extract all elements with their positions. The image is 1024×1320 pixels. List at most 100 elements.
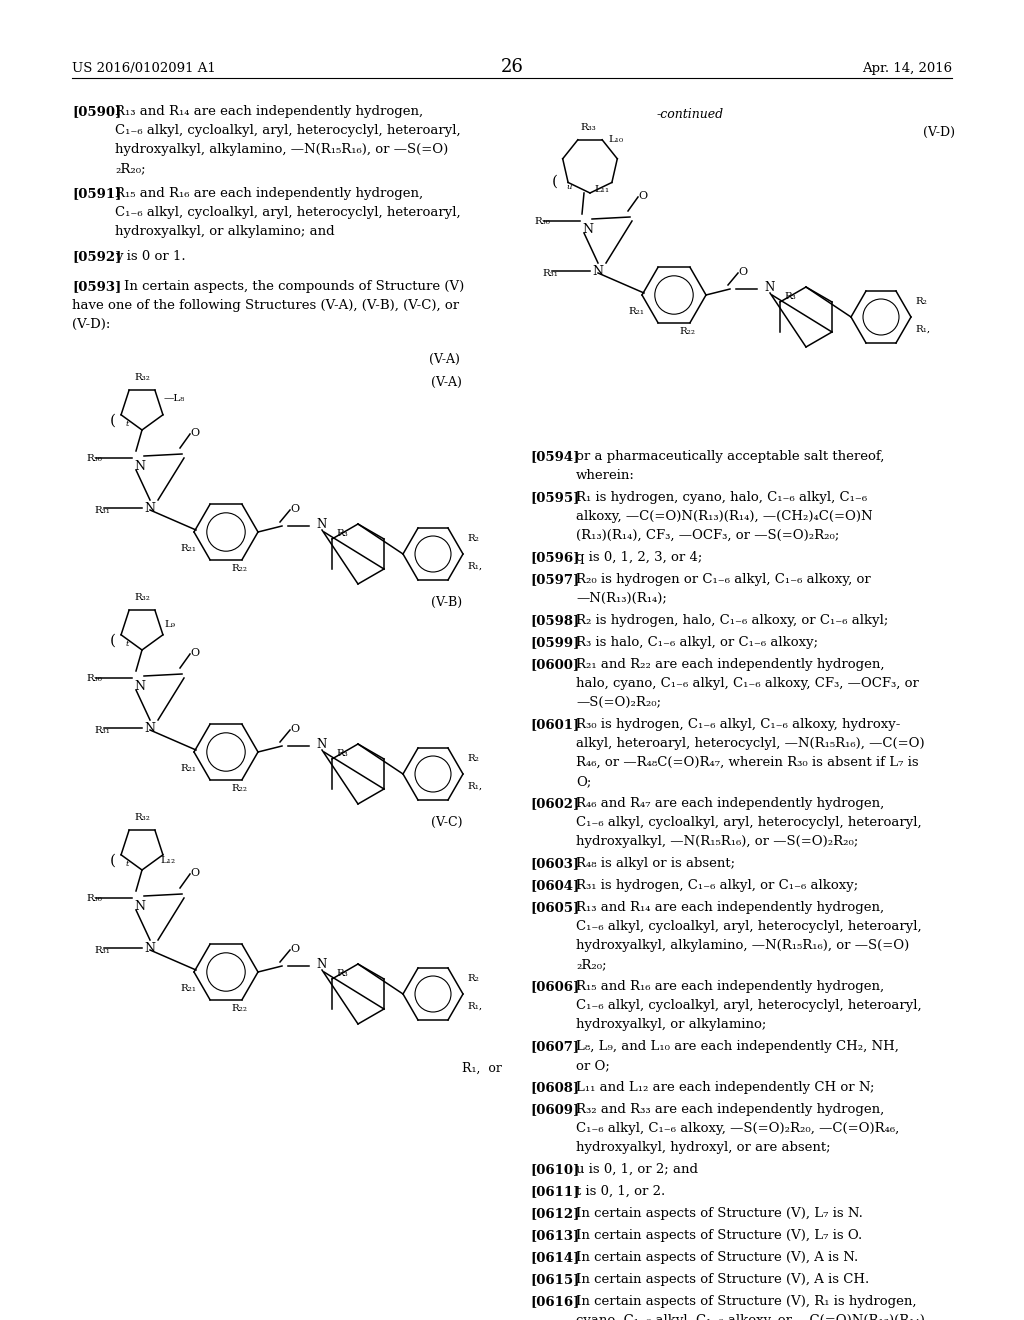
Text: R₁ is hydrogen, cyano, halo, C₁₋₆ alkyl, C₁₋₆: R₁ is hydrogen, cyano, halo, C₁₋₆ alkyl,… — [575, 491, 867, 504]
Text: or O;: or O; — [575, 1059, 610, 1072]
Text: C₁₋₆ alkyl, cycloalkyl, aryl, heterocyclyl, heteroaryl,: C₁₋₆ alkyl, cycloalkyl, aryl, heterocycl… — [575, 816, 922, 829]
Text: [0592]: [0592] — [72, 249, 122, 263]
Text: t: t — [126, 420, 129, 428]
Text: R₃₂: R₃₂ — [134, 374, 150, 381]
Text: R₁,  or: R₁, or — [462, 1063, 502, 1074]
Text: R₃₂: R₃₂ — [134, 813, 150, 822]
Text: u is 0, 1, or 2; and: u is 0, 1, or 2; and — [575, 1163, 698, 1176]
Text: —N(R₁₃)(R₁₄);: —N(R₁₃)(R₁₄); — [575, 591, 667, 605]
Text: R₃ is halo, C₁₋₆ alkyl, or C₁₋₆ alkoxy;: R₃ is halo, C₁₋₆ alkyl, or C₁₋₆ alkoxy; — [575, 636, 818, 649]
Text: R₂₁: R₂₁ — [628, 308, 644, 315]
Text: R₂₂: R₂₂ — [231, 564, 247, 573]
Text: u: u — [566, 183, 571, 191]
Text: C₁₋₆ alkyl, cycloalkyl, aryl, heterocyclyl, heteroaryl,: C₁₋₆ alkyl, cycloalkyl, aryl, heterocycl… — [575, 920, 922, 933]
Text: —S(=O)₂R₂₀;: —S(=O)₂R₂₀; — [575, 696, 662, 709]
Text: [0590]: [0590] — [72, 106, 121, 117]
Text: [0610]: [0610] — [530, 1163, 580, 1176]
Text: hydroxyalkyl, hydroxyl, or are absent;: hydroxyalkyl, hydroxyl, or are absent; — [575, 1140, 830, 1154]
Text: (: ( — [552, 176, 558, 189]
Text: t: t — [126, 640, 129, 648]
Text: (V-A): (V-A) — [431, 376, 462, 389]
Text: [0600]: [0600] — [530, 657, 580, 671]
Text: [0595]: [0595] — [530, 491, 580, 504]
Text: R₂₂: R₂₂ — [231, 784, 247, 793]
Text: have one of the following Structures (V-A), (V-B), (V-C), or: have one of the following Structures (V-… — [72, 300, 459, 312]
Text: [0611]: [0611] — [530, 1185, 580, 1199]
Text: O: O — [290, 723, 299, 734]
Text: [0602]: [0602] — [530, 797, 580, 810]
Text: R₁₅ and R₁₆ are each independently hydrogen,: R₁₅ and R₁₆ are each independently hydro… — [575, 979, 884, 993]
Text: R₃₂ and R₃₃ are each independently hydrogen,: R₃₂ and R₃₃ are each independently hydro… — [575, 1104, 885, 1115]
Text: -continued: -continued — [656, 108, 724, 121]
Text: R₂₀ is hydrogen or C₁₋₆ alkyl, C₁₋₆ alkoxy, or: R₂₀ is hydrogen or C₁₋₆ alkyl, C₁₋₆ alko… — [575, 573, 870, 586]
Text: R₃₀ is hydrogen, C₁₋₆ alkyl, C₁₋₆ alkoxy, hydroxy-: R₃₀ is hydrogen, C₁₋₆ alkyl, C₁₋₆ alkoxy… — [575, 718, 900, 731]
Text: R₃₀: R₃₀ — [86, 675, 101, 682]
Text: [0599]: [0599] — [530, 636, 580, 649]
Text: R₂ is hydrogen, halo, C₁₋₆ alkoxy, or C₁₋₆ alkyl;: R₂ is hydrogen, halo, C₁₋₆ alkoxy, or C₁… — [575, 614, 889, 627]
Text: N: N — [134, 900, 145, 913]
Text: [0613]: [0613] — [530, 1229, 580, 1242]
Text: [0604]: [0604] — [530, 879, 580, 892]
Text: O: O — [638, 191, 647, 201]
Text: ₂R₂₀;: ₂R₂₀; — [575, 958, 606, 972]
Text: alkoxy, —C(=O)N(R₁₃)(R₁₄), —(CH₂)₄C(=O)N: alkoxy, —C(=O)N(R₁₃)(R₁₄), —(CH₂)₄C(=O)N — [575, 510, 872, 523]
Text: R₂: R₂ — [467, 535, 479, 543]
Text: N: N — [316, 958, 327, 972]
Text: hydroxyalkyl, —N(R₁₅R₁₆), or —S(=O)₂R₂₀;: hydroxyalkyl, —N(R₁₅R₁₆), or —S(=O)₂R₂₀; — [575, 836, 858, 847]
Text: L₉: L₉ — [164, 620, 175, 630]
Text: halo, cyano, C₁₋₆ alkyl, C₁₋₆ alkoxy, CF₃, —OCF₃, or: halo, cyano, C₁₋₆ alkyl, C₁₋₆ alkoxy, CF… — [575, 677, 919, 690]
Text: (V-C): (V-C) — [430, 816, 462, 829]
Text: —L₈: —L₈ — [164, 393, 185, 403]
Text: R₃₀: R₃₀ — [86, 454, 101, 463]
Text: R₃₃: R₃₃ — [580, 123, 596, 132]
Text: (V-B): (V-B) — [431, 597, 462, 609]
Text: hydroxyalkyl, or alkylamino; and: hydroxyalkyl, or alkylamino; and — [115, 224, 335, 238]
Text: [0601]: [0601] — [530, 718, 580, 731]
Text: In certain aspects of Structure (V), L₇ is N.: In certain aspects of Structure (V), L₇ … — [575, 1206, 863, 1220]
Text: [0594]: [0594] — [530, 450, 580, 463]
Text: [0609]: [0609] — [530, 1104, 580, 1115]
Text: R₂: R₂ — [915, 297, 927, 306]
Text: R₁,: R₁, — [467, 1002, 482, 1011]
Text: In certain aspects of Structure (V), A is N.: In certain aspects of Structure (V), A i… — [575, 1251, 858, 1265]
Text: O: O — [190, 869, 199, 878]
Text: hydroxyalkyl, alkylamino, —N(R₁₅R₁₆), or —S(=O): hydroxyalkyl, alkylamino, —N(R₁₅R₁₆), or… — [115, 143, 449, 156]
Text: N: N — [134, 459, 145, 473]
Text: Apr. 14, 2016: Apr. 14, 2016 — [862, 62, 952, 75]
Text: N: N — [582, 223, 593, 236]
Text: In certain aspects, the compounds of Structure (V): In certain aspects, the compounds of Str… — [124, 280, 464, 293]
Text: O: O — [190, 648, 199, 657]
Text: (V-A): (V-A) — [429, 352, 460, 366]
Text: R₁₃ and R₁₄ are each independently hydrogen,: R₁₃ and R₁₄ are each independently hydro… — [115, 106, 423, 117]
Text: O;: O; — [575, 775, 592, 788]
Text: N: N — [764, 281, 774, 294]
Text: R₁₃ and R₁₄ are each independently hydrogen,: R₁₃ and R₁₄ are each independently hydro… — [575, 902, 884, 913]
Text: [0596]: [0596] — [530, 550, 580, 564]
Text: N: N — [316, 517, 327, 531]
Text: [0615]: [0615] — [530, 1272, 580, 1286]
Text: [0607]: [0607] — [530, 1040, 580, 1053]
Text: hydroxyalkyl, or alkylamino;: hydroxyalkyl, or alkylamino; — [575, 1018, 766, 1031]
Text: R₁,: R₁, — [467, 781, 482, 791]
Text: L₁₁: L₁₁ — [594, 185, 609, 194]
Text: [0593]: [0593] — [72, 280, 121, 293]
Text: L₁₁ and L₁₂ are each independently CH or N;: L₁₁ and L₁₂ are each independently CH or… — [575, 1081, 874, 1094]
Text: In certain aspects of Structure (V), R₁ is hydrogen,: In certain aspects of Structure (V), R₁ … — [575, 1295, 916, 1308]
Text: R₁,: R₁, — [915, 325, 930, 334]
Text: [0612]: [0612] — [530, 1206, 580, 1220]
Text: wherein:: wherein: — [575, 469, 635, 482]
Text: [0597]: [0597] — [530, 573, 580, 586]
Text: C₁₋₆ alkyl, C₁₋₆ alkoxy, —S(=O)₂R₂₀, —C(=O)R₄₆,: C₁₋₆ alkyl, C₁₋₆ alkoxy, —S(=O)₂R₂₀, —C(… — [575, 1122, 899, 1135]
Text: [0616]: [0616] — [530, 1295, 580, 1308]
Text: R₂: R₂ — [467, 754, 479, 763]
Text: C₁₋₆ alkyl, cycloalkyl, aryl, heterocyclyl, heteroaryl,: C₁₋₆ alkyl, cycloalkyl, aryl, heterocycl… — [115, 206, 461, 219]
Text: R₃₀: R₃₀ — [86, 894, 101, 903]
Text: ₂R₂₀;: ₂R₂₀; — [115, 162, 145, 176]
Text: N: N — [592, 265, 603, 279]
Text: R₂₁: R₂₁ — [180, 764, 196, 774]
Text: R₄₆ and R₄₇ are each independently hydrogen,: R₄₆ and R₄₇ are each independently hydro… — [575, 797, 885, 810]
Text: [0608]: [0608] — [530, 1081, 580, 1094]
Text: R₃: R₃ — [336, 748, 348, 758]
Text: R₁,: R₁, — [467, 562, 482, 572]
Text: R₃₀: R₃₀ — [534, 216, 550, 226]
